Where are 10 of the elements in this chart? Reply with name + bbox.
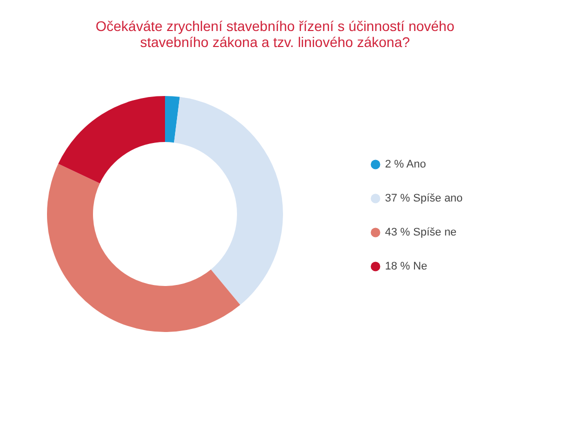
donut-slice [58,96,165,184]
donut-slice [174,96,283,305]
donut-slice [165,96,180,143]
legend-label: 43 % Spíše ne [385,226,457,238]
legend-label: 2 % Ano [385,158,426,170]
legend-label: 18 % Ne [385,260,428,272]
text: Očekáváte zrychlení stavebního řízení s účinností nového [96,18,454,34]
donut-slice [47,164,240,332]
legend-label: 37 % Spíše ano [385,192,463,204]
text: stavebního zákona a tzv. liniového zákona? [140,34,410,50]
